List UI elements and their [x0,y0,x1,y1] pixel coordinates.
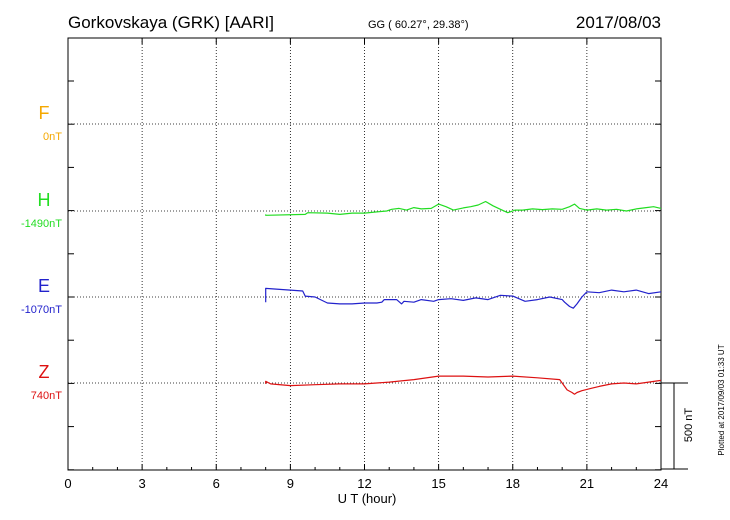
x-ticks: 0 3 6 9 12 15 18 21 24 [64,38,668,491]
x-tick-label: 18 [506,476,520,491]
coordinates-label: GG ( 60.27°, 29.38°) [368,19,469,31]
series-name-f: F [39,103,50,123]
x-tick-label: 6 [213,476,220,491]
series-line-e [265,287,662,309]
scale-bar: 500 nT [661,382,695,470]
series-name-e: E [38,276,50,296]
x-tick-label: 15 [431,476,445,491]
x-tick-label: 21 [580,476,594,491]
x-tick-label: 12 [357,476,371,491]
series-line-z [265,375,662,395]
grid [68,38,661,470]
y-ticks [68,80,661,471]
series-baseline-f: 0nT [43,131,62,143]
series-name-z: Z [39,362,50,382]
x-axis-label: U T (hour) [338,491,397,506]
date-label: 2017/08/03 [576,13,661,32]
series-baseline-e: -1070nT [21,304,62,316]
series-line-h [265,200,662,216]
series-group: F 0nT H -1490nT E -1070nT Z 740nT [21,103,662,402]
x-tick-label: 3 [139,476,146,491]
x-tick-label: 24 [654,476,668,491]
station-title: Gorkovskaya (GRK) [AARI] [68,13,274,32]
x-tick-label: 9 [287,476,294,491]
scale-bar-label: 500 nT [683,408,695,443]
x-tick-label: 0 [64,476,71,491]
series-baseline-z: 740nT [31,390,62,402]
series-baseline-h: -1490nT [21,218,62,230]
plotted-at-footnote: Plotted at 2017/09/03 01:33 UT [717,344,726,455]
series-name-h: H [38,190,51,210]
